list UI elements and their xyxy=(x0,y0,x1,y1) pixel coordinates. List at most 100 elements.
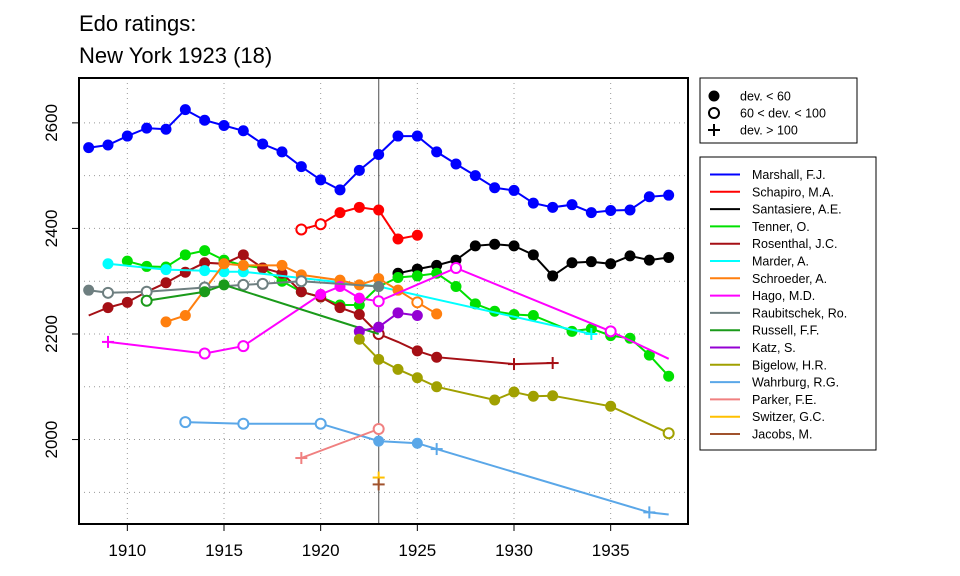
data-point xyxy=(508,386,520,398)
data-point xyxy=(160,277,172,289)
series-legend: Marshall, F.J. Schapiro, M.A. Santasiere, … xyxy=(699,156,877,451)
data-point xyxy=(411,229,423,241)
legend-label: Jacobs, M. xyxy=(752,428,812,442)
data-point xyxy=(430,443,443,456)
data-point xyxy=(179,104,191,116)
data-point xyxy=(102,302,114,314)
data-point xyxy=(373,435,385,447)
data-point xyxy=(585,256,597,268)
data-point xyxy=(141,122,153,134)
data-point xyxy=(411,270,423,282)
series-jacobs-m xyxy=(372,478,385,491)
data-point xyxy=(547,201,559,213)
data-point xyxy=(295,223,308,236)
data-point xyxy=(199,265,211,277)
data-point xyxy=(353,164,365,176)
data-point xyxy=(372,295,385,308)
data-point xyxy=(431,381,443,393)
x-tick-label: 1915 xyxy=(205,541,243,560)
data-point xyxy=(489,394,501,406)
data-point xyxy=(314,417,327,430)
data-point xyxy=(295,286,307,298)
data-point xyxy=(102,139,114,151)
data-point xyxy=(276,259,288,271)
data-point xyxy=(469,170,481,182)
y-tick-label: 2400 xyxy=(42,210,61,248)
data-point xyxy=(392,307,404,319)
series-hago-m-d xyxy=(102,262,670,360)
data-point xyxy=(160,264,172,276)
y-tick-label: 2200 xyxy=(42,315,61,353)
data-point xyxy=(527,249,539,261)
x-tick-label: 1930 xyxy=(495,541,533,560)
legend-label: Schroeder, A. xyxy=(752,272,827,286)
plot-frame xyxy=(78,77,689,525)
data-point xyxy=(605,400,617,412)
data-point xyxy=(662,427,675,440)
data-point xyxy=(663,189,675,201)
legend-label: Parker, F.E. xyxy=(752,393,817,407)
series-parker-f-e xyxy=(295,422,385,465)
data-point xyxy=(373,353,385,365)
data-point xyxy=(353,292,365,304)
data-point xyxy=(83,284,95,296)
data-point xyxy=(411,310,423,322)
data-point xyxy=(83,142,95,154)
data-point xyxy=(140,294,153,307)
data-point xyxy=(102,258,114,270)
data-point xyxy=(605,204,617,216)
series-katz-s xyxy=(353,307,423,337)
y-tick-label: 2000 xyxy=(42,421,61,459)
series-line xyxy=(107,266,670,360)
data-point xyxy=(411,437,423,449)
data-point xyxy=(708,90,720,102)
data-point xyxy=(431,146,443,158)
data-point xyxy=(566,199,578,211)
data-point xyxy=(102,286,114,299)
data-point xyxy=(643,191,655,203)
series-wahrburg-r-g xyxy=(179,416,669,519)
legend-label: Marder, A. xyxy=(752,255,809,269)
series-tenner-o xyxy=(121,245,675,382)
data-point xyxy=(218,120,230,132)
legend-label: Katz, S. xyxy=(752,341,796,355)
marker-legend-label: dev. > 100 xyxy=(740,124,798,138)
data-point xyxy=(450,262,462,275)
legend-label: Santasiere, A.E. xyxy=(752,203,842,217)
data-point xyxy=(663,251,675,263)
marker-legend-label: 60 < dev. < 100 xyxy=(740,107,826,121)
series-layer xyxy=(83,104,675,519)
series-bigelow-h-r xyxy=(353,333,675,440)
data-point xyxy=(353,333,365,345)
data-point xyxy=(566,257,578,269)
data-point xyxy=(257,138,269,150)
data-point xyxy=(527,310,539,322)
data-point xyxy=(237,259,249,271)
x-tick-label: 1925 xyxy=(398,541,436,560)
data-point xyxy=(527,197,539,209)
data-point xyxy=(353,308,365,320)
series-line xyxy=(127,249,670,377)
y-tick-label: 2600 xyxy=(42,104,61,142)
data-point xyxy=(160,316,172,328)
legend-label: Hago, M.D. xyxy=(752,289,815,303)
marker-legend-label: dev. < 60 xyxy=(740,90,791,104)
data-point xyxy=(237,340,250,353)
series-marshall-f-j xyxy=(83,104,675,219)
data-point xyxy=(102,335,114,348)
series-marder-a xyxy=(102,258,598,340)
data-point xyxy=(198,347,211,360)
chart-title-line-2: New York 1923 (18) xyxy=(79,43,272,68)
data-point xyxy=(708,107,720,119)
data-point xyxy=(585,327,598,340)
series-line xyxy=(359,311,418,333)
data-point xyxy=(643,254,655,266)
data-point xyxy=(411,345,423,357)
data-point xyxy=(256,277,269,290)
data-point xyxy=(411,296,424,309)
data-point xyxy=(295,452,308,465)
data-point xyxy=(179,416,192,429)
data-point xyxy=(604,325,617,338)
data-point xyxy=(605,258,617,270)
data-point xyxy=(179,249,191,261)
